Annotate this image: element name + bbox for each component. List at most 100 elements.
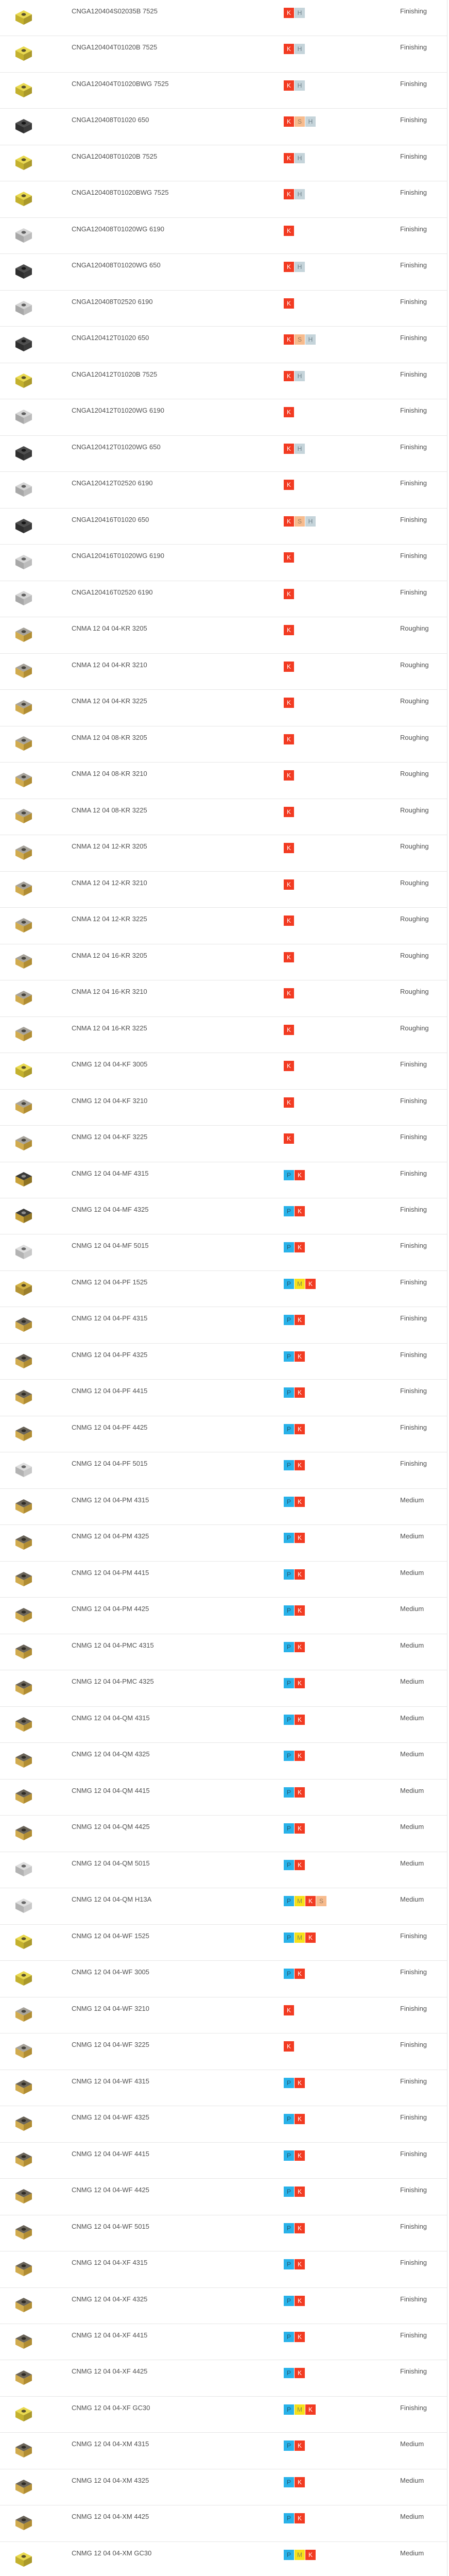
- grade-badge-k: K: [295, 2077, 305, 2088]
- product-row[interactable]: CNMA 12 04 08-KR 3225 K Roughing: [0, 799, 447, 836]
- product-code: CNMA 12 04 04-KR 3210: [72, 660, 147, 669]
- product-row[interactable]: CNMA 12 04 12-KR 3210 K Roughing: [0, 871, 447, 908]
- product-row[interactable]: CNGA120416T02520 6190 K Finishing: [0, 581, 447, 618]
- grade-badge-p: P: [284, 1641, 294, 1652]
- grade-badge-m: M: [295, 1932, 305, 1943]
- grade-badge-k: K: [295, 2332, 305, 2342]
- product-thumbnail: [13, 2006, 34, 2024]
- iso-grade-badges: K: [284, 952, 295, 962]
- application-category: Finishing: [400, 1242, 427, 1250]
- product-row[interactable]: CNMA 12 04 12-KR 3205 K Roughing: [0, 835, 447, 872]
- product-thumbnail: [13, 1171, 34, 1189]
- grade-badge-p: P: [284, 2368, 294, 2379]
- iso-grade-badges: K: [284, 225, 295, 236]
- product-row[interactable]: CNMA 12 04 16-KR 3210 K Roughing: [0, 980, 447, 1017]
- product-code: CNGA120408T01020BWG 7525: [72, 189, 169, 197]
- grade-badge-k: K: [295, 2114, 305, 2125]
- application-category: Finishing: [400, 1460, 427, 1468]
- grade-badge-k: K: [284, 988, 294, 999]
- grade-badge-k: K: [284, 1097, 294, 1108]
- product-row[interactable]: CNMA 12 04 08-KR 3205 K Roughing: [0, 726, 447, 763]
- application-category: Finishing: [400, 1350, 427, 1359]
- product-row[interactable]: CNMG 12 04 04-KF 3225 K Finishing: [0, 1126, 447, 1162]
- grade-badge-p: P: [284, 1896, 294, 1907]
- product-thumbnail: [13, 626, 34, 644]
- application-category: Finishing: [400, 2113, 427, 2122]
- product-row[interactable]: CNGA120412T01020WG 6190 K Finishing: [0, 399, 447, 436]
- product-row[interactable]: CNMA 12 04 04-KR 3225 K Roughing: [0, 690, 447, 726]
- product-thumbnail: [13, 1788, 34, 1806]
- iso-grade-badges: K: [284, 698, 295, 708]
- application-category: Roughing: [400, 951, 429, 959]
- product-row[interactable]: CNGA120408T02520 6190 K Finishing: [0, 290, 447, 327]
- product-row[interactable]: CNMG 12 04 04-WF 3225 K Finishing: [0, 2033, 447, 2070]
- grade-badge-p: P: [284, 1423, 294, 1434]
- product-row[interactable]: CNGA120412T02520 6190 K Finishing: [0, 472, 447, 509]
- product-row[interactable]: CNGA120408T01020WG 6190 K Finishing: [0, 217, 447, 255]
- product-row[interactable]: CNMA 12 04 12-KR 3225 K Roughing: [0, 908, 447, 944]
- product-row[interactable]: CNMG 12 04 04-KF 3210 K Finishing: [0, 1089, 447, 1126]
- product-row[interactable]: CNMA 12 04 16-KR 3225 K Roughing: [0, 1016, 447, 1054]
- product-row[interactable]: CNGA120416T01020WG 6190 K Finishing: [0, 545, 447, 581]
- product-row[interactable]: CNMA 12 04 04-KR 3205 K Roughing: [0, 617, 447, 654]
- product-row[interactable]: CNMA 12 04 04-KR 3210 K Roughing: [0, 653, 447, 690]
- product-row[interactable]: CNMG 12 04 04-WF 3210 K Finishing: [0, 1997, 447, 2034]
- product-row[interactable]: CNMA 12 04 16-KR 3205 K Roughing: [0, 944, 447, 981]
- product-row[interactable]: CNMG 12 04 04-KF 3005 K Finishing: [0, 1053, 447, 1090]
- grade-badge-k: K: [295, 1206, 305, 1216]
- product-row[interactable]: CNMA 12 04 08-KR 3210 K Roughing: [0, 762, 447, 799]
- application-category: Roughing: [400, 878, 429, 887]
